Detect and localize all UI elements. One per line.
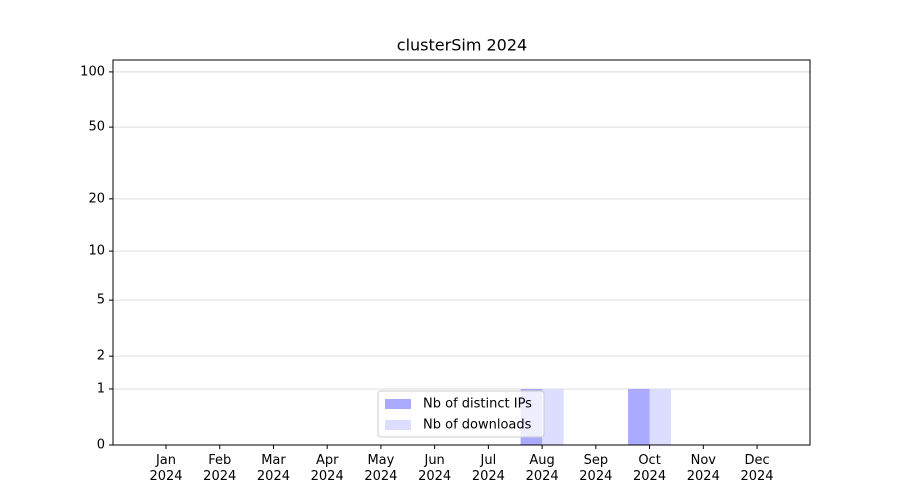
y-tick-label: 20 bbox=[88, 191, 105, 206]
plot-frame bbox=[112, 59, 811, 446]
x-tick-label: Apr 2024 bbox=[310, 453, 344, 484]
x-tick-label: Mar 2024 bbox=[256, 453, 290, 484]
x-tick-label: Nov 2024 bbox=[686, 453, 720, 484]
x-tick-label: Oct 2024 bbox=[633, 453, 667, 484]
y-tick-label: 2 bbox=[97, 349, 105, 364]
y-tick-label: 50 bbox=[88, 120, 105, 135]
x-tick-label: May 2024 bbox=[364, 453, 398, 484]
legend-box bbox=[377, 390, 545, 438]
x-tick-label: Jan 2024 bbox=[149, 453, 183, 484]
legend-swatch bbox=[385, 420, 411, 430]
y-tick-label: 10 bbox=[88, 244, 105, 259]
bar bbox=[542, 388, 564, 445]
x-tick-label: Jul 2024 bbox=[471, 453, 505, 484]
y-tick-label: 0 bbox=[97, 438, 105, 453]
chart-title: clusterSim 2024 bbox=[397, 36, 527, 55]
x-tick-label: Aug 2024 bbox=[525, 453, 559, 484]
legend-label: Nb of downloads bbox=[423, 418, 532, 433]
y-tick-label: 1 bbox=[97, 381, 105, 396]
x-tick-label: Jun 2024 bbox=[418, 453, 452, 484]
y-tick-label: 5 bbox=[97, 293, 105, 308]
legend-label: Nb of distinct IPs bbox=[423, 397, 532, 412]
bar bbox=[649, 388, 672, 445]
x-tick-label: Feb 2024 bbox=[203, 453, 237, 484]
x-tick-label: Dec 2024 bbox=[740, 453, 774, 484]
bar bbox=[628, 388, 650, 445]
x-tick-label: Sep 2024 bbox=[579, 453, 613, 484]
legend-swatch bbox=[385, 399, 411, 409]
legend: Nb of distinct IPs Nb of downloads bbox=[377, 390, 545, 438]
y-tick-label: 100 bbox=[80, 64, 105, 79]
